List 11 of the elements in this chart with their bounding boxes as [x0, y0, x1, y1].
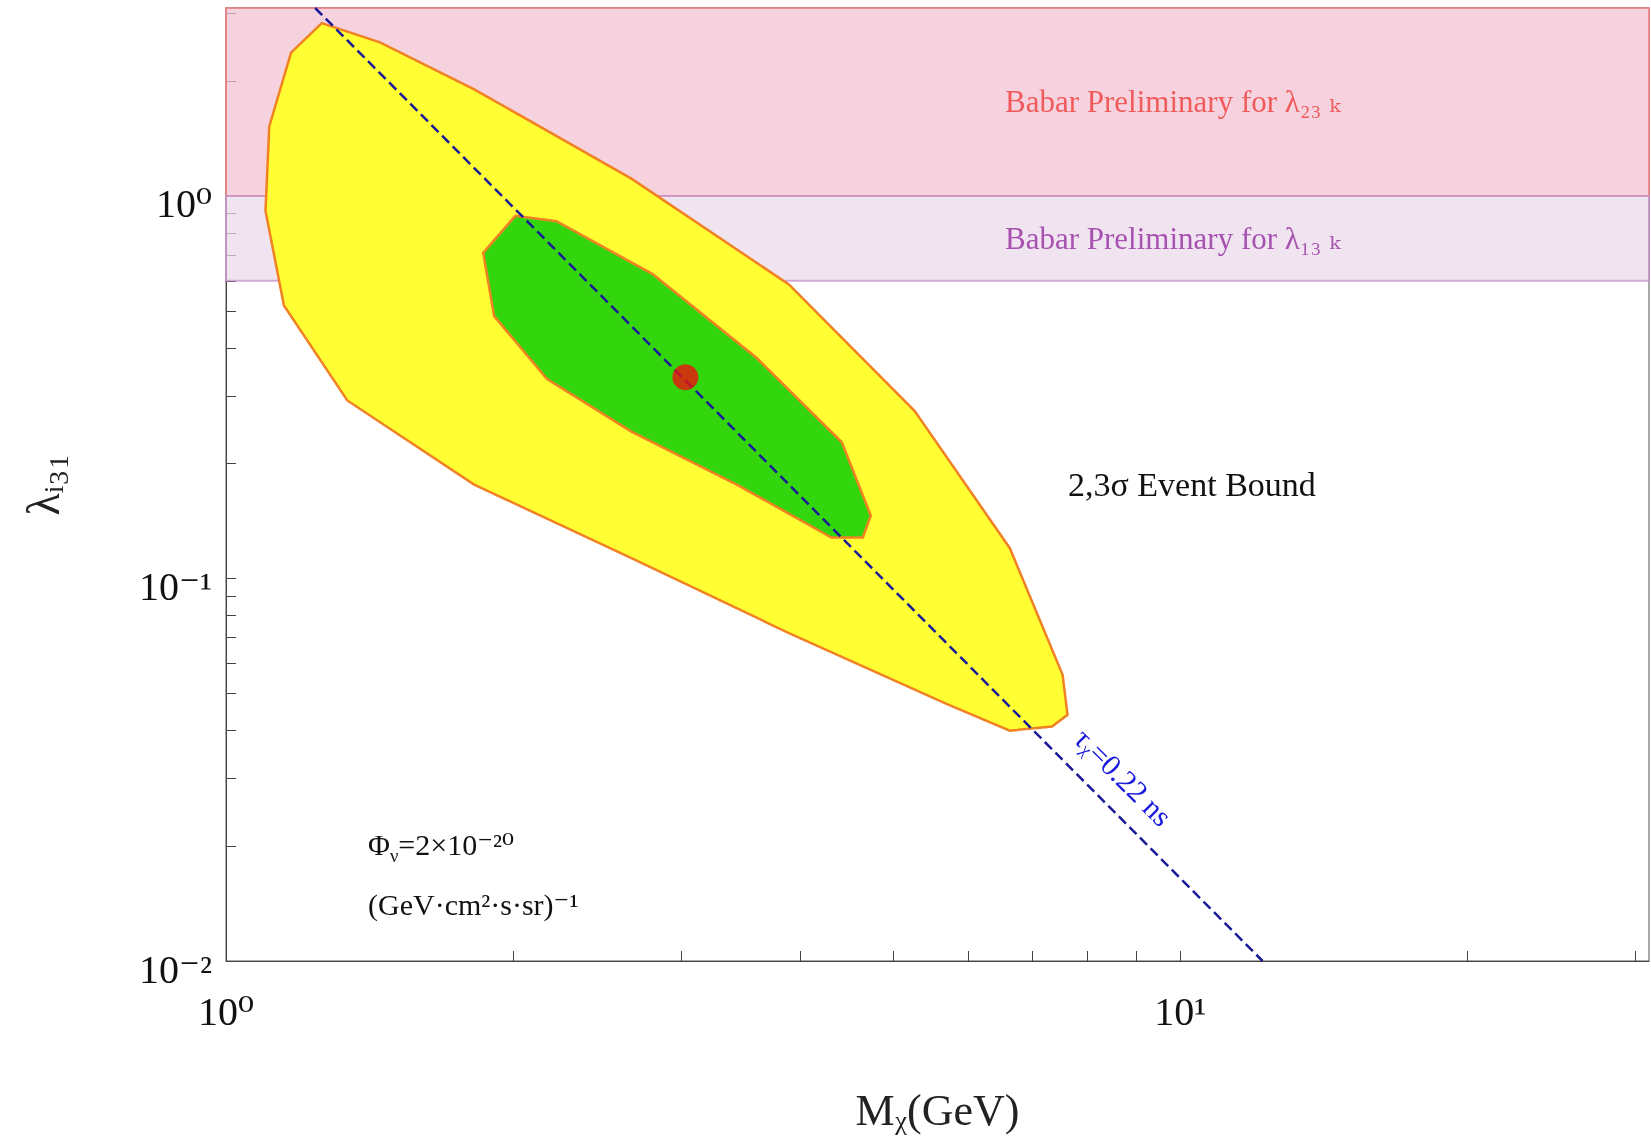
y-tick-label: 10⁻² — [138, 946, 212, 992]
x-tick-label: 10¹ — [1154, 988, 1207, 1034]
y-tick-label: 10⁰ — [155, 181, 212, 227]
annotation: Φ$_{ν}$=2×10⁻²⁰ — [368, 828, 515, 867]
y-axis-title: λᵢ₃₁ — [17, 453, 69, 516]
band-label: Babar Preliminary for λ₁₃ ₖ — [1005, 220, 1342, 256]
annotation: 2,3σ Event Bound — [1068, 466, 1316, 503]
y-tick-label: 10⁻¹ — [138, 563, 212, 609]
x-axis-title: Mᵪ(GeV) — [855, 1086, 1020, 1136]
band-label: Babar Preliminary for λ₂₃ ₖ — [1005, 84, 1342, 120]
annotation: (GeV·cm²·s·sr)⁻¹ — [368, 888, 579, 921]
